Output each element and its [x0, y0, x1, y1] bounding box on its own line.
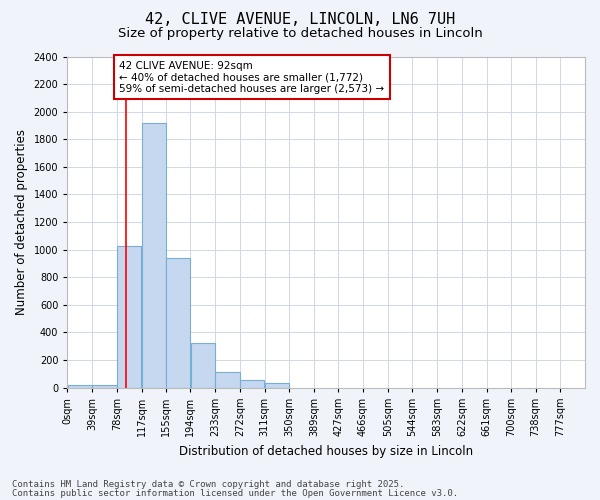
Bar [142, 122, 166, 388]
Bar [68, 385, 92, 388]
Text: Contains HM Land Registry data © Crown copyright and database right 2025.: Contains HM Land Registry data © Crown c… [12, 480, 404, 489]
Bar [240, 380, 265, 388]
Bar [215, 372, 239, 388]
Bar [265, 384, 289, 388]
Y-axis label: Number of detached properties: Number of detached properties [15, 129, 28, 315]
Text: 42, CLIVE AVENUE, LINCOLN, LN6 7UH: 42, CLIVE AVENUE, LINCOLN, LN6 7UH [145, 12, 455, 28]
Text: Contains public sector information licensed under the Open Government Licence v3: Contains public sector information licen… [12, 488, 458, 498]
Bar [117, 246, 142, 388]
Text: 42 CLIVE AVENUE: 92sqm
← 40% of detached houses are smaller (1,772)
59% of semi-: 42 CLIVE AVENUE: 92sqm ← 40% of detached… [119, 60, 385, 94]
Text: Size of property relative to detached houses in Lincoln: Size of property relative to detached ho… [118, 28, 482, 40]
Bar [92, 385, 116, 388]
X-axis label: Distribution of detached houses by size in Lincoln: Distribution of detached houses by size … [179, 444, 473, 458]
Bar [166, 258, 190, 388]
Bar [191, 344, 215, 388]
